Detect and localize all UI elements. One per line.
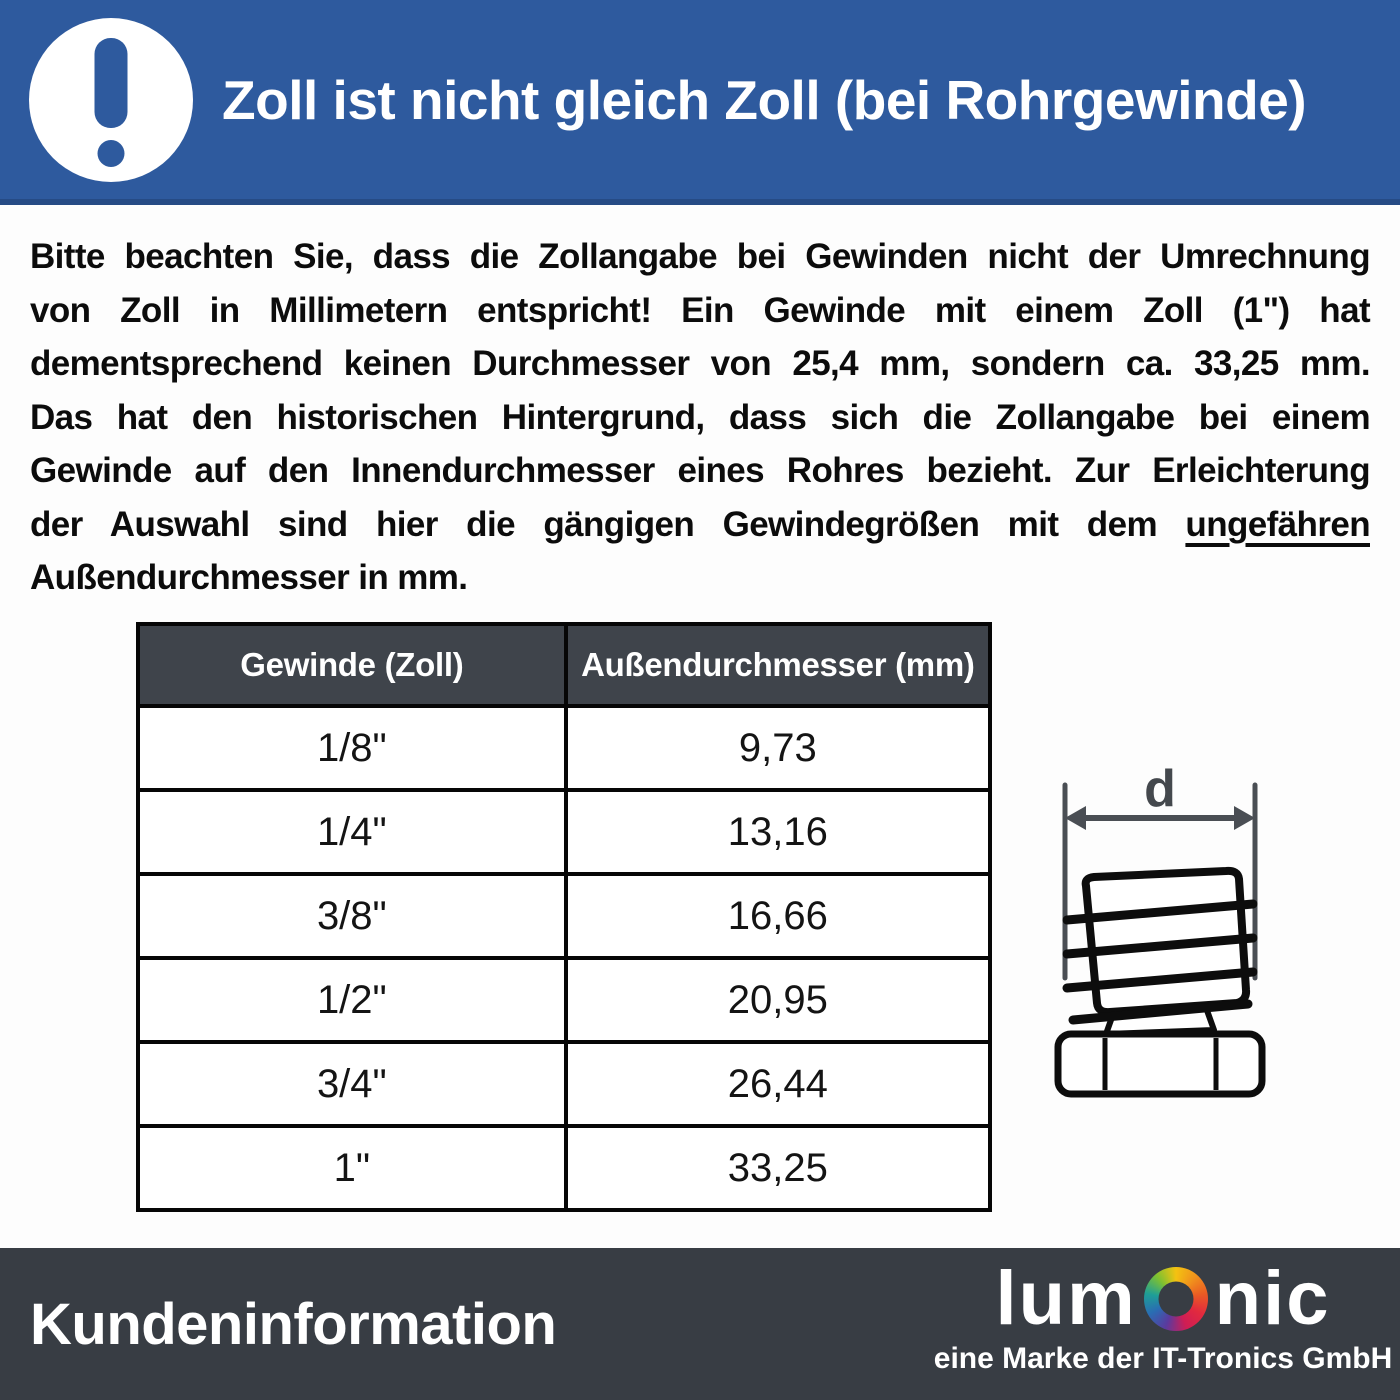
arrowhead-right xyxy=(1234,806,1255,830)
body-line: Gewinde auf den Innendurchmesser eines R… xyxy=(30,451,1371,490)
logo-rainbow-ring-icon xyxy=(1143,1267,1208,1331)
table-cell: 3/4" xyxy=(136,1040,568,1128)
lumonic-wordmark: lum nic xyxy=(996,1256,1331,1342)
table-cell: 1/2" xyxy=(136,956,568,1044)
header-banner: Zoll ist nicht gleich Zoll (bei Rohrgewi… xyxy=(0,0,1400,205)
table-cell: 1/4" xyxy=(136,788,568,876)
table-row: 1/8" 9,73 xyxy=(136,704,993,792)
thread-ridge xyxy=(1062,967,1258,993)
thread-ridge xyxy=(1068,999,1253,1025)
body-line: der Auswahl sind hier die gängigen Gewin… xyxy=(30,504,1371,544)
table-cell: 9,73 xyxy=(563,704,993,792)
thread-diameter-diagram: d xyxy=(1054,760,1266,1098)
table-row: 3/4" 26,44 xyxy=(136,1040,993,1128)
table-cell: 13,16 xyxy=(563,788,993,876)
table-row: 1/2" 20,95 xyxy=(136,956,993,1044)
logo-text-lum: lum xyxy=(995,1256,1137,1341)
exclamation-dot xyxy=(97,140,125,167)
thread-ridge xyxy=(1062,899,1258,925)
lumonic-logo: lum nic eine Marke der IT-Tronics GmbH xyxy=(934,1256,1392,1376)
column-header-gewinde: Gewinde (Zoll) xyxy=(136,622,568,708)
table-row: 3/8" 16,66 xyxy=(136,872,993,960)
logo-text-nic: nic xyxy=(1214,1256,1331,1341)
exclamation-bar xyxy=(94,38,128,128)
table-cell: 33,25 xyxy=(563,1124,993,1212)
body-paragraph: Bitte beachten Sie, dass die Zollangabe … xyxy=(30,230,1371,605)
footer-title: Kundeninformation xyxy=(30,1291,557,1357)
body-line: dementsprechend keinen Durchmesser von 2… xyxy=(30,344,1371,383)
table-cell: 26,44 xyxy=(563,1040,993,1128)
table-cell: 16,66 xyxy=(563,872,993,960)
body-line: Außendurchmesser in mm. xyxy=(30,558,468,597)
table-cell: 1" xyxy=(136,1124,568,1212)
thread-size-table: Gewinde (Zoll) Außendurchmesser (mm) 1/8… xyxy=(136,622,993,1212)
thread-ridge xyxy=(1062,933,1258,959)
logo-tagline: eine Marke der IT-Tronics GmbH xyxy=(933,1342,1393,1375)
table-row: 1" 33,25 xyxy=(136,1124,993,1212)
column-header-aussendurchmesser: Außendurchmesser (mm) xyxy=(563,622,993,708)
table-header-row: Gewinde (Zoll) Außendurchmesser (mm) xyxy=(136,622,993,708)
table-cell: 20,95 xyxy=(563,956,993,1044)
page-title: Zoll ist nicht gleich Zoll (bei Rohrgewi… xyxy=(222,68,1307,131)
dimension-label-d: d xyxy=(1144,760,1176,818)
logo-ring-hole xyxy=(1158,1281,1194,1317)
body-line: Das hat den historischen Hintergrund, da… xyxy=(30,397,1371,437)
fitting-hex-base xyxy=(1054,1030,1266,1098)
body-line: Bitte beachten Sie, dass die Zollangabe … xyxy=(30,237,1371,276)
exclamation-icon xyxy=(29,18,193,182)
footer-banner: Kundeninformation lum nic eine Marke der… xyxy=(0,1248,1400,1400)
table-cell: 3/8" xyxy=(136,872,568,960)
arrowhead-left xyxy=(1065,806,1086,830)
body-line: von Zoll in Millimetern entspricht! Ein … xyxy=(30,290,1371,330)
table-body: 1/8" 9,73 1/4" 13,16 3/8" 16,66 1/2" 20,95 3/4" 2… xyxy=(136,704,993,1212)
table-cell: 1/8" xyxy=(136,704,568,792)
table-row: 1/4" 13,16 xyxy=(136,788,993,876)
